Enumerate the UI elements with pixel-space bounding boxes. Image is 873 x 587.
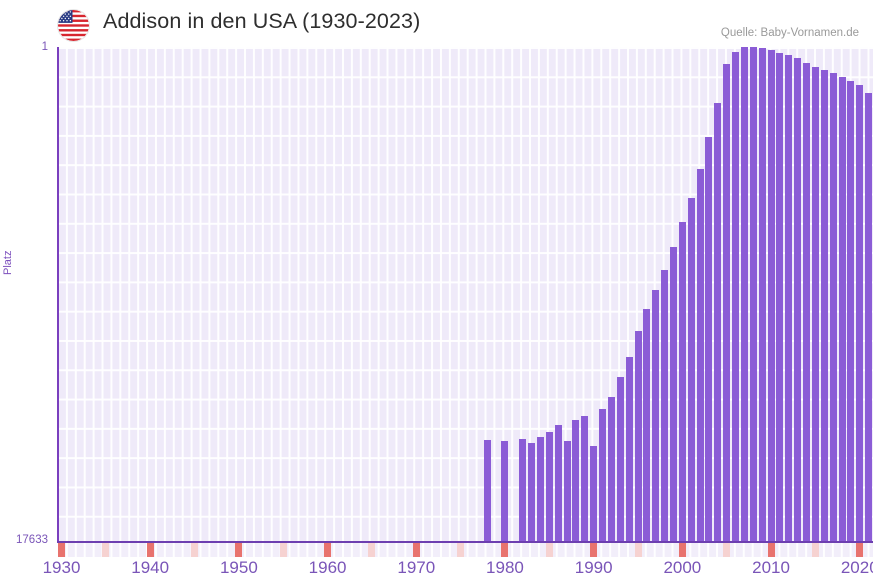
- x-tick-major: [590, 543, 598, 557]
- bar[interactable]: [749, 47, 757, 543]
- x-tick-minor: [102, 543, 110, 557]
- x-axis-line: [57, 541, 873, 543]
- bar[interactable]: [607, 397, 615, 543]
- x-tick-minor: [634, 543, 642, 557]
- bar[interactable]: [652, 290, 660, 543]
- bar[interactable]: [696, 169, 704, 543]
- x-tick-minor: [368, 543, 376, 557]
- bar[interactable]: [661, 270, 669, 543]
- bar[interactable]: [554, 425, 562, 543]
- bar[interactable]: [483, 440, 491, 543]
- bar[interactable]: [811, 67, 819, 543]
- x-axis-tick-label: 2020: [840, 558, 873, 577]
- bar[interactable]: [590, 446, 598, 543]
- x-axis-tick-labels: 1930 1940 1950 1960 1970 1980 1990 2000 2010 2020: [0, 558, 873, 587]
- x-tick-minor: [457, 543, 465, 557]
- x-tick-major: [58, 543, 65, 557]
- source-attribution: Quelle: Baby-Vornamen.de: [720, 27, 859, 39]
- bar[interactable]: [767, 50, 775, 543]
- bar[interactable]: [501, 441, 509, 543]
- y-axis-title: Platz: [2, 250, 14, 275]
- x-axis-tick-label: 2010: [752, 558, 790, 577]
- page-title: Addison in den USA (1930-2023): [103, 9, 421, 33]
- x-tick-major: [856, 543, 864, 557]
- x-tick-minor: [723, 543, 731, 557]
- x-tick-major: [412, 543, 420, 557]
- y-axis-tick-bottom: 17633: [16, 534, 48, 546]
- x-tick-major: [501, 543, 509, 557]
- bar[interactable]: [634, 331, 642, 543]
- bar[interactable]: [599, 409, 607, 543]
- bar[interactable]: [723, 64, 731, 543]
- y-axis-tick-top: 1: [41, 41, 48, 53]
- bar[interactable]: [625, 357, 633, 543]
- x-tick-minor: [811, 543, 819, 557]
- plot-area: [57, 47, 873, 543]
- x-tick-major: [678, 543, 686, 557]
- bar[interactable]: [705, 137, 713, 543]
- bar[interactable]: [785, 55, 793, 543]
- bar[interactable]: [536, 437, 544, 543]
- x-axis-tick-label: 1950: [219, 558, 258, 577]
- bar[interactable]: [563, 441, 571, 543]
- bar[interactable]: [847, 81, 855, 543]
- bar[interactable]: [616, 377, 624, 543]
- bar-series: [57, 47, 873, 543]
- bar[interactable]: [732, 52, 740, 543]
- bar[interactable]: [572, 420, 580, 543]
- bar[interactable]: [714, 103, 722, 543]
- bar[interactable]: [740, 47, 748, 543]
- us-flag-icon: [58, 10, 89, 41]
- x-axis-tick-stripe: [57, 543, 873, 557]
- x-axis-tick-label: 1940: [131, 558, 170, 577]
- bar[interactable]: [528, 443, 536, 543]
- bar[interactable]: [865, 93, 873, 543]
- bar[interactable]: [758, 48, 766, 543]
- x-tick-minor: [545, 543, 553, 557]
- bar[interactable]: [670, 247, 677, 543]
- bar[interactable]: [545, 432, 553, 543]
- chart-header: Addison in den USA (1930-2023) Quelle: B…: [0, 0, 873, 46]
- bar[interactable]: [829, 73, 837, 543]
- x-axis-tick-label: 1930: [42, 558, 81, 577]
- bar[interactable]: [519, 439, 527, 543]
- bar[interactable]: [803, 63, 811, 543]
- x-axis-tick-label: 1990: [574, 558, 613, 577]
- bar[interactable]: [776, 53, 784, 543]
- bar[interactable]: [794, 58, 802, 543]
- bar[interactable]: [856, 85, 864, 543]
- bar[interactable]: [687, 198, 695, 543]
- x-axis-tick-label: 1980: [486, 558, 524, 577]
- x-tick-major: [767, 543, 775, 557]
- bar[interactable]: [581, 416, 589, 543]
- x-tick-minor: [279, 543, 287, 557]
- x-tick-minor: [191, 543, 199, 557]
- bar[interactable]: [643, 309, 651, 543]
- bar[interactable]: [838, 77, 846, 543]
- bar[interactable]: [678, 222, 686, 543]
- x-axis-tick-label: 1970: [397, 558, 436, 577]
- x-tick-major: [235, 543, 243, 557]
- x-axis-tick-label: 2000: [663, 558, 702, 577]
- bar[interactable]: [820, 70, 828, 543]
- x-tick-major: [324, 543, 332, 557]
- x-axis-tick-label: 1960: [308, 558, 347, 577]
- x-tick-major: [146, 543, 154, 557]
- y-axis-line: [57, 47, 59, 543]
